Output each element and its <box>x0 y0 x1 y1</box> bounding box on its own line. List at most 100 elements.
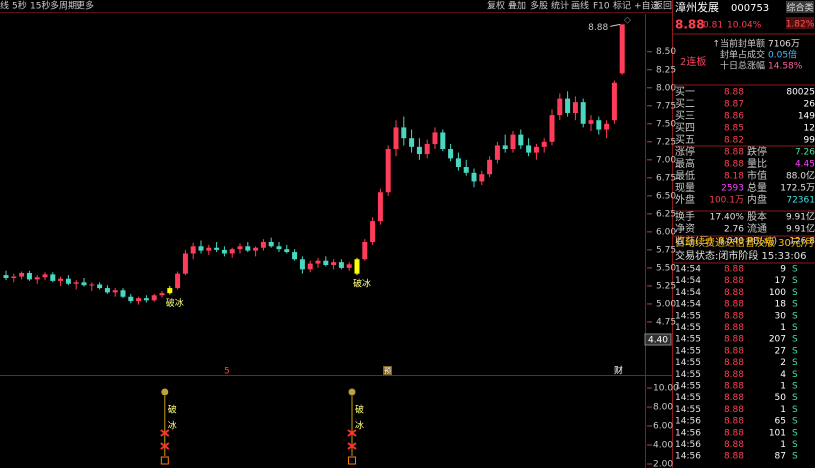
candle-body <box>26 272 32 280</box>
candle-body <box>229 249 235 254</box>
stat-value: 8.88 <box>724 148 744 158</box>
toolbar-button[interactable]: 复权 <box>487 0 505 12</box>
candle-body <box>331 262 337 266</box>
bid-label: 买四 <box>675 122 695 134</box>
candle-body <box>206 247 212 251</box>
y-tick-label: 7.25 <box>656 137 676 147</box>
candle-body <box>3 275 9 278</box>
signal-icon <box>161 388 169 396</box>
cursor-box <box>644 333 672 346</box>
tick-price: 8.88 <box>724 288 744 298</box>
candle-body <box>89 284 95 286</box>
tick-side: S <box>792 440 798 450</box>
toolbar-button[interactable]: 画线 <box>571 0 589 12</box>
tick-volume: 4 <box>780 370 786 380</box>
toolbar-button[interactable]: 返回 <box>654 0 672 12</box>
bid-label: 买三 <box>675 110 695 122</box>
candle-body <box>143 298 149 301</box>
candle-body <box>214 247 220 250</box>
tick-price: 8.88 <box>724 382 744 392</box>
tick-price: 8.88 <box>724 393 744 403</box>
candle-body <box>276 246 282 250</box>
candle-body <box>526 145 532 153</box>
stat-value: 8.18 <box>724 172 744 182</box>
y-tick-label: 6.00 <box>656 227 676 237</box>
stat-label: 跌停 <box>747 145 767 158</box>
tick-volume: 27 <box>775 346 786 356</box>
candle-body <box>58 278 64 281</box>
tick-price: 8.88 <box>724 452 744 462</box>
toolbar-button[interactable]: 更多 <box>76 0 94 12</box>
toolbar-button[interactable]: 叠加 <box>508 1 526 12</box>
tick-time: 14:54 <box>675 265 701 275</box>
candle-body <box>416 146 422 155</box>
candle-body <box>346 264 352 268</box>
candle-body <box>619 24 625 74</box>
y-tick-label: 5.50 <box>656 263 676 273</box>
signal-box <box>160 456 169 465</box>
candle-body <box>502 145 508 150</box>
signal-icon <box>160 429 170 437</box>
finance-label: 换手 <box>675 210 695 223</box>
finance-value: 2.76 <box>724 225 744 235</box>
tick-side: S <box>792 428 798 438</box>
toolbar-button[interactable]: 多周期 <box>50 0 77 12</box>
toolbar-button[interactable]: +自选 <box>634 0 660 12</box>
tick-side: S <box>792 346 798 356</box>
tick-price: 8.88 <box>724 311 744 321</box>
sector-change: 1.82% <box>786 20 815 30</box>
candle-body <box>409 138 415 147</box>
candle-body <box>424 143 430 155</box>
y-tick-label: 6.50 <box>656 191 676 201</box>
y-tick-label: 5.25 <box>656 281 676 291</box>
change-pct: 10.04% <box>727 21 762 31</box>
toolbar-button[interactable]: 15秒 <box>30 0 50 12</box>
tick-time: 14:54 <box>675 288 701 298</box>
candle-body <box>11 276 17 278</box>
candle-body <box>596 120 602 130</box>
bid-price: 8.87 <box>724 100 744 110</box>
tick-volume: 1 <box>780 382 786 392</box>
stat-label: 最高 <box>675 157 695 170</box>
candle-body <box>284 249 290 253</box>
signal-char: 冰 <box>168 420 177 432</box>
toolbar-button[interactable]: 多股 <box>530 0 548 12</box>
candle-body <box>136 298 142 302</box>
toolbar-button[interactable]: 5秒 <box>12 0 27 12</box>
tick-time: 14:55 <box>675 335 701 345</box>
note-value: 14.58% <box>768 62 803 72</box>
toolbar-button[interactable]: 统计 <box>551 0 569 12</box>
note-label: 十日总涨幅 <box>720 60 765 72</box>
y-tick-label: 7.50 <box>656 119 676 129</box>
candle-body <box>151 295 157 301</box>
tick-side: S <box>792 335 798 345</box>
candle-body <box>370 221 376 242</box>
tick-side: S <box>792 382 798 392</box>
toolbar-button[interactable]: 标记 <box>613 0 631 12</box>
signal-icon <box>348 388 356 396</box>
tick-price: 8.88 <box>724 405 744 415</box>
bid-volume: 80025 <box>786 88 815 98</box>
finance-label: 净资 <box>675 222 695 235</box>
tick-price: 8.88 <box>724 358 744 368</box>
sector: 综合类 <box>786 2 813 14</box>
candle-body <box>299 259 305 270</box>
candle-body <box>104 288 110 293</box>
candle-body <box>338 262 344 268</box>
candle-body <box>479 174 485 182</box>
y-tick-label: 6.25 <box>656 209 676 219</box>
tick-time: 14:55 <box>675 382 701 392</box>
candle-body <box>440 132 446 150</box>
candle-body <box>292 252 298 260</box>
tick-time: 14:55 <box>675 323 701 333</box>
y-tick-label: 5.75 <box>656 245 676 255</box>
signal-char: 破 <box>168 404 177 416</box>
tick-volume: 30 <box>775 311 787 321</box>
tick-volume: 17 <box>775 276 786 286</box>
toolbar-button[interactable]: 线 <box>0 0 9 12</box>
bid-label: 买五 <box>675 134 695 146</box>
tick-time: 14:56 <box>675 417 701 427</box>
toolbar-button[interactable]: F10 <box>593 2 610 12</box>
tick-volume: 18 <box>775 300 787 310</box>
